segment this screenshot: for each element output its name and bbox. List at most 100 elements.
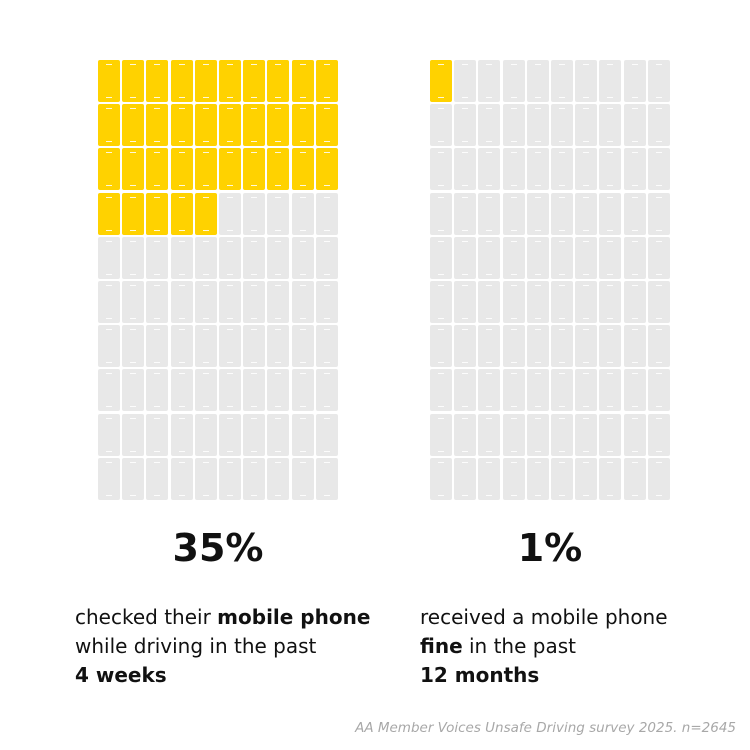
waffle-cell <box>430 104 452 146</box>
waffle-cell <box>575 104 597 146</box>
waffle-cell <box>454 60 476 102</box>
waffle-cell <box>146 281 168 323</box>
waffle-cell <box>575 325 597 367</box>
waffle-cell <box>599 237 621 279</box>
waffle-cell <box>575 281 597 323</box>
waffle-cell <box>146 458 168 500</box>
waffle-cell <box>292 458 314 500</box>
waffle-cell <box>575 60 597 102</box>
caption-bold-text: 4 weeks <box>75 663 167 687</box>
waffle-cell <box>98 60 120 102</box>
waffle-cell <box>146 60 168 102</box>
waffle-cell <box>551 281 573 323</box>
waffle-cell <box>316 193 338 235</box>
waffle-cell <box>243 60 265 102</box>
waffle-cell <box>527 60 549 102</box>
waffle-cell <box>98 237 120 279</box>
waffle-cell <box>171 60 193 102</box>
waffle-cell <box>648 193 670 235</box>
waffle-cell <box>503 193 525 235</box>
waffle-cell <box>527 148 549 190</box>
waffle-cell <box>503 60 525 102</box>
waffle-cell <box>267 458 289 500</box>
waffle-cell <box>648 237 670 279</box>
waffle-cell <box>195 148 217 190</box>
waffle-cell <box>122 237 144 279</box>
waffle-cell <box>243 458 265 500</box>
waffle-cell <box>98 193 120 235</box>
waffle-cell <box>551 414 573 456</box>
waffle-cell <box>316 237 338 279</box>
waffle-cell <box>478 458 500 500</box>
waffle-cell <box>599 148 621 190</box>
waffle-cell <box>171 237 193 279</box>
caption-text: checked their <box>75 605 218 629</box>
waffle-cell <box>267 104 289 146</box>
waffle-cell <box>551 193 573 235</box>
waffle-cell <box>478 104 500 146</box>
waffle-cell <box>478 414 500 456</box>
waffle-cell <box>430 414 452 456</box>
waffle-cell <box>219 237 241 279</box>
waffle-cell <box>243 193 265 235</box>
waffle-cell <box>599 414 621 456</box>
waffle-grid-checked-phone <box>98 60 338 502</box>
waffle-cell <box>219 369 241 411</box>
waffle-cell <box>267 60 289 102</box>
waffle-cell <box>316 414 338 456</box>
waffle-cell <box>267 237 289 279</box>
waffle-cell <box>195 414 217 456</box>
waffle-grid-phone-fine <box>430 60 670 502</box>
waffle-cell <box>195 325 217 367</box>
waffle-cell <box>292 104 314 146</box>
waffle-cell <box>195 60 217 102</box>
waffle-cell <box>171 104 193 146</box>
waffle-cell <box>171 325 193 367</box>
waffle-cell <box>454 458 476 500</box>
waffle-cell <box>575 369 597 411</box>
waffle-cell <box>599 193 621 235</box>
waffle-cell <box>527 104 549 146</box>
waffle-cell <box>503 325 525 367</box>
waffle-cell <box>195 193 217 235</box>
waffle-cell <box>243 148 265 190</box>
waffle-cell <box>267 281 289 323</box>
waffle-cell <box>171 369 193 411</box>
waffle-cell <box>430 458 452 500</box>
waffle-cell <box>454 281 476 323</box>
waffle-cell <box>551 237 573 279</box>
waffle-cell <box>624 325 646 367</box>
waffle-cell <box>599 281 621 323</box>
waffle-cell <box>478 60 500 102</box>
waffle-cell <box>454 369 476 411</box>
waffle-cell <box>219 458 241 500</box>
percentage-phone-fine: 1% <box>517 526 583 570</box>
waffle-cell <box>267 193 289 235</box>
waffle-cell <box>171 458 193 500</box>
waffle-cell <box>575 193 597 235</box>
waffle-cell <box>292 237 314 279</box>
waffle-cell <box>478 281 500 323</box>
waffle-cell <box>122 104 144 146</box>
waffle-cell <box>316 369 338 411</box>
waffle-cell <box>648 60 670 102</box>
waffle-cell <box>551 325 573 367</box>
waffle-cell <box>430 148 452 190</box>
waffle-cell <box>454 193 476 235</box>
waffle-cell <box>267 369 289 411</box>
waffle-cell <box>503 237 525 279</box>
waffle-cell <box>122 281 144 323</box>
waffle-cell <box>503 414 525 456</box>
waffle-cell <box>624 458 646 500</box>
waffle-cell <box>146 193 168 235</box>
waffle-cell <box>478 325 500 367</box>
waffle-cell <box>430 369 452 411</box>
waffle-cell <box>503 148 525 190</box>
waffle-cell <box>316 104 338 146</box>
waffle-cell <box>624 193 646 235</box>
waffle-cell <box>430 193 452 235</box>
waffle-cell <box>219 281 241 323</box>
waffle-cell <box>122 414 144 456</box>
waffle-cell <box>551 148 573 190</box>
caption-text: while driving in the past <box>75 634 317 658</box>
